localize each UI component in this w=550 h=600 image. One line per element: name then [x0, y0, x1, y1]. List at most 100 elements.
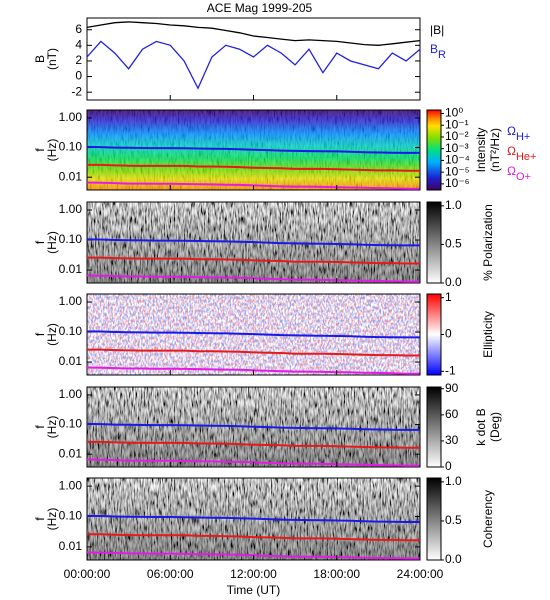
x-tick-label: 00:00:00: [64, 567, 111, 581]
series-line: [87, 348, 420, 357]
legend-entry: ΩO+: [507, 164, 531, 183]
colorbar-tick-label: -1: [445, 363, 456, 377]
series-line: [87, 533, 420, 542]
legend-subscript: H+: [516, 131, 530, 143]
y-tick-label: 0.10: [59, 417, 83, 431]
y-tick-label: 1.00: [59, 478, 83, 492]
y-axis-label: (Hz): [45, 139, 59, 162]
y-tick-label: 1.00: [59, 202, 83, 216]
y-tick-label: 1.00: [59, 387, 83, 401]
legend-subscript: O+: [516, 171, 531, 183]
x-tick-label: 06:00:00: [147, 567, 194, 581]
chart-title: ACE Mag 1999-205: [207, 1, 313, 15]
y-tick-label: 1.00: [59, 110, 83, 124]
y-axis-label: (Hz): [45, 508, 59, 531]
x-tick-label: 18:00:00: [313, 567, 360, 581]
colorbar-tick-label: 10⁻³: [445, 141, 469, 155]
y-tick-label: 0.10: [59, 232, 83, 246]
y-axis-label: (Hz): [45, 323, 59, 346]
x-tick-label: 24:00:00: [397, 567, 444, 581]
colorbar: [426, 293, 442, 376]
y-axis-label: B: [33, 55, 47, 63]
y-tick-label: 0.01: [59, 446, 83, 460]
colorbar-tick-label: 1.0: [445, 474, 462, 488]
x-tick-label: 12:00:00: [230, 567, 277, 581]
series-line: [87, 440, 420, 449]
legend-entry: ΩH+: [507, 124, 530, 143]
y-tick-label: 2: [75, 53, 82, 67]
colorbar-tick-label: 90: [445, 381, 459, 395]
colorbar: [426, 201, 442, 284]
y-axis-label: f: [33, 517, 47, 521]
legend-symbol: B: [430, 42, 438, 56]
colorbar: [426, 386, 442, 468]
y-axis-label: f: [33, 425, 47, 429]
colorbar-label: % Polarization: [481, 204, 495, 281]
colorbar-label: (Deg): [488, 412, 502, 442]
legend-symbol: |B|: [430, 23, 444, 37]
y-tick-label: -2: [71, 84, 82, 98]
legend-entry: BR: [430, 42, 446, 61]
colorbar-label: Intensity: [474, 128, 488, 173]
legend-subscript: R: [438, 49, 446, 61]
series-line: [86, 514, 420, 523]
legend-symbol: Ω: [507, 124, 516, 138]
series-line: [86, 40, 421, 90]
colorbar-tick-label: 0.5: [445, 237, 462, 251]
colorbar-tick-label: 10⁰: [445, 106, 463, 120]
y-tick-label: 0: [75, 69, 82, 83]
legend-symbol: Ω: [507, 144, 516, 158]
colorbar-tick-label: 0.0: [445, 275, 462, 289]
colorbar-tick-label: 0: [445, 327, 452, 341]
series-line: [87, 256, 420, 265]
colorbar-tick-label: 1: [445, 290, 452, 304]
y-tick-label: 0.10: [59, 509, 83, 523]
y-tick-label: 0.01: [59, 262, 83, 276]
colorbar-tick-label: 30: [445, 433, 459, 447]
x-axis-label: Time (UT): [227, 583, 281, 597]
series-line: [86, 21, 421, 46]
y-tick-label: 6: [75, 22, 82, 36]
legend-subscript: He+: [516, 151, 537, 163]
series-line: [86, 422, 420, 431]
colorbar-tick-label: 10⁻⁴: [445, 153, 470, 167]
colorbar-label: (nT²/Hz): [488, 128, 502, 172]
y-axis-label: (Hz): [45, 416, 59, 439]
colorbar-label: k dot B: [474, 408, 488, 445]
y-tick-label: 0.10: [59, 324, 83, 338]
colorbar-tick-label: 0.0: [445, 552, 462, 566]
colorbar-label: Ellipticity: [481, 311, 495, 358]
y-tick-label: 0.01: [59, 354, 83, 368]
colorbar-tick-label: 10⁻⁶: [445, 176, 470, 190]
series-line: [86, 330, 420, 339]
y-axis-label: f: [33, 240, 47, 244]
colorbar-tick-label: 10⁻²: [445, 129, 469, 143]
legend-symbol: Ω: [507, 164, 516, 178]
y-tick-label: 4: [75, 38, 82, 52]
series-line: [86, 238, 420, 247]
y-tick-label: 0.01: [59, 539, 83, 553]
colorbar-label: Coherency: [481, 490, 495, 548]
colorbar: [426, 109, 442, 191]
colorbar-tick-label: 0: [445, 459, 452, 473]
y-axis-label: f: [33, 148, 47, 152]
legend-entry: ΩHe+: [507, 144, 536, 163]
series-line: [86, 145, 420, 154]
series-line: [87, 163, 420, 172]
y-tick-label: 0.01: [59, 169, 83, 183]
colorbar-tick-label: 0.5: [445, 513, 462, 527]
legend-entry: |B|: [430, 23, 444, 37]
colorbar-tick-label: 1.0: [445, 198, 462, 212]
y-tick-label: 1.00: [59, 294, 83, 308]
colorbar-tick-label: 10⁻⁵: [445, 164, 470, 178]
colorbar: [426, 477, 442, 561]
y-axis-label: (Hz): [45, 231, 59, 254]
colorbar-tick-label: 10⁻¹: [445, 117, 469, 131]
colorbar-tick-label: 60: [445, 407, 459, 421]
y-axis-label: f: [33, 332, 47, 336]
plot-frame: [86, 17, 421, 101]
y-axis-label: (nT): [45, 48, 59, 70]
y-tick-label: 0.10: [59, 140, 83, 154]
